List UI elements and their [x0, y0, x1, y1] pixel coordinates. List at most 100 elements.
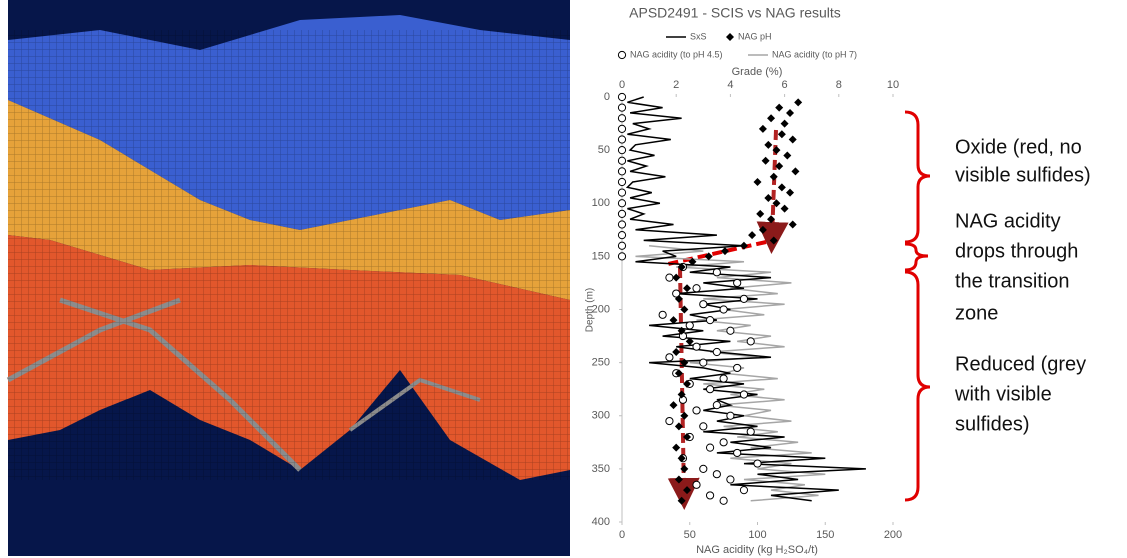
- diamond-marker: [783, 151, 791, 159]
- x-tick-label: 150: [816, 529, 834, 541]
- diamond-marker: [789, 221, 797, 229]
- circle-marker: [740, 487, 747, 494]
- circle-marker: [713, 402, 720, 409]
- circle-marker: [754, 460, 761, 467]
- diamond-marker: [754, 178, 762, 186]
- y-tick-label: 350: [592, 463, 610, 475]
- circle-marker: [618, 221, 625, 228]
- circle-marker: [693, 407, 700, 414]
- x-axis-label: NAG acidity (kg H₂SO₄/t): [696, 544, 818, 556]
- trend-arrow: [772, 130, 776, 238]
- diamond-marker: [770, 173, 778, 181]
- annotation: NAG acidity: [955, 210, 1061, 232]
- circle-marker: [706, 444, 713, 451]
- circle-marker: [618, 51, 625, 58]
- x2-tick-label: 4: [727, 79, 733, 91]
- annotation: Reduced (grey: [955, 353, 1086, 375]
- circle-marker: [740, 295, 747, 302]
- legend-label: NAG pH: [738, 31, 772, 41]
- circle-marker: [700, 423, 707, 430]
- legend-item: NAG acidity (to pH 4.5): [618, 49, 722, 59]
- diamond-marker: [775, 104, 783, 112]
- diamond-marker: [778, 130, 786, 138]
- diamond-marker: [678, 497, 686, 505]
- circle-marker: [659, 311, 666, 318]
- annotation: sulfides): [955, 413, 1029, 435]
- diamond-marker: [675, 476, 683, 484]
- y-tick-label: 250: [592, 357, 610, 369]
- x-tick-label: 0: [619, 529, 625, 541]
- x2-tick-label: 6: [782, 79, 788, 91]
- brace: [905, 112, 930, 242]
- circle-marker: [618, 125, 625, 132]
- diamond-marker: [759, 125, 767, 133]
- circle-marker: [618, 168, 625, 175]
- y-tick-label: 300: [592, 410, 610, 422]
- diamond-marker: [672, 444, 680, 452]
- brace: [905, 244, 928, 270]
- x2-tick-label: 8: [836, 79, 842, 91]
- diamond-marker: [683, 284, 691, 292]
- x2-tick-label: 2: [673, 79, 679, 91]
- block-grid: [8, 30, 570, 480]
- page: APSD2491 - SCIS vs NAG results Grade (%)…: [0, 0, 1127, 558]
- legend-item: SxS: [666, 31, 707, 41]
- circle-marker: [706, 317, 713, 324]
- circle-marker: [734, 364, 741, 371]
- y-tick-label: 150: [592, 250, 610, 262]
- y-tick-label: 400: [592, 516, 610, 528]
- circle-marker: [747, 428, 754, 435]
- circle-marker: [693, 343, 700, 350]
- circle-marker: [713, 348, 720, 355]
- diamond-marker: [726, 33, 734, 41]
- y-tick-label: 50: [598, 144, 610, 156]
- brace: [905, 272, 930, 500]
- circle-marker: [713, 269, 720, 276]
- circle-marker: [720, 306, 727, 313]
- circle-marker: [734, 279, 741, 286]
- circle-marker: [740, 391, 747, 398]
- circle-marker: [666, 354, 673, 361]
- circle-marker: [747, 338, 754, 345]
- circle-marker: [618, 178, 625, 185]
- diamond-marker: [781, 205, 789, 213]
- diamond-marker: [791, 167, 799, 175]
- circle-marker: [706, 386, 713, 393]
- diamond-marker: [672, 348, 680, 356]
- circle-marker: [720, 375, 727, 382]
- circle-marker: [666, 274, 673, 281]
- diamond-marker: [767, 114, 775, 122]
- annotation: with visible: [954, 383, 1052, 405]
- legend-label: NAG acidity (to pH 4.5): [630, 49, 723, 59]
- circle-marker: [727, 476, 734, 483]
- circle-marker: [713, 471, 720, 478]
- y-tick-label: 100: [592, 197, 610, 209]
- circle-marker: [618, 232, 625, 239]
- circle-marker: [618, 136, 625, 143]
- legend-label: SxS: [690, 31, 707, 41]
- x2-tick-label: 10: [887, 79, 899, 91]
- x-tick-label: 200: [884, 529, 902, 541]
- circle-marker: [720, 497, 727, 504]
- circle-marker: [618, 104, 625, 111]
- circle-marker: [727, 412, 734, 419]
- diamond-marker: [756, 210, 764, 218]
- diamond-marker: [789, 136, 797, 144]
- diamond-marker: [781, 120, 789, 128]
- x-tick-label: 100: [748, 529, 766, 541]
- circle-marker: [618, 157, 625, 164]
- circle-marker: [706, 492, 713, 499]
- circle-marker: [700, 301, 707, 308]
- diamond-marker: [762, 157, 770, 165]
- circle-marker: [618, 115, 625, 122]
- diamond-marker: [778, 183, 786, 191]
- circle-marker: [686, 322, 693, 329]
- circle-marker: [618, 93, 625, 100]
- circle-marker: [618, 242, 625, 249]
- annotation: the transition: [955, 270, 1070, 292]
- annotation: zone: [955, 302, 998, 324]
- legend-item: NAG pH: [726, 31, 772, 41]
- x2-axis-label: Grade (%): [732, 66, 783, 78]
- circle-marker: [693, 285, 700, 292]
- circle-marker: [618, 253, 625, 260]
